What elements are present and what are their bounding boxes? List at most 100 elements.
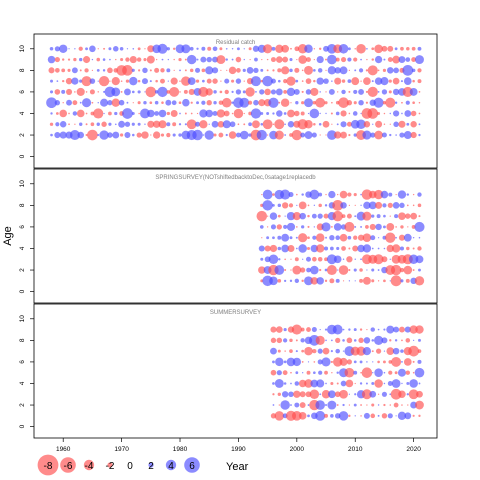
residual-bubble: [395, 415, 397, 417]
residual-bubble: [286, 211, 296, 221]
residual-bubble: [290, 382, 292, 385]
residual-bubble: [353, 235, 358, 240]
residual-bubble: [408, 389, 419, 400]
y-tick-label: 8: [19, 203, 26, 207]
residual-bubble: [59, 121, 67, 128]
residual-bubble: [181, 76, 191, 86]
residual-bubble: [129, 56, 137, 64]
residual-bubble: [353, 133, 357, 137]
residual-bubble: [389, 280, 391, 282]
residual-bubble: [315, 97, 326, 108]
residual-bubble: [341, 89, 346, 95]
residual-bubble: [205, 109, 214, 118]
residual-bubble: [346, 256, 353, 263]
residual-bubble: [108, 47, 112, 51]
residual-bubble: [302, 258, 304, 260]
residual-bubble: [377, 328, 380, 331]
residual-bubble: [85, 112, 88, 115]
residual-bubble: [220, 69, 222, 71]
residual-bubble: [405, 278, 410, 283]
residual-bubble: [354, 382, 356, 385]
residual-bubble: [59, 109, 68, 118]
residual-bubble: [184, 58, 187, 61]
residual-bubble: [360, 193, 362, 196]
residual-bubble: [321, 357, 331, 367]
residual-bubble: [387, 57, 393, 62]
residual-bubble: [385, 97, 396, 108]
residual-bubble: [371, 382, 375, 385]
residual-bubble: [340, 110, 347, 117]
residual-bubble: [300, 338, 305, 343]
residual-bubble: [317, 256, 323, 262]
y-tick-label: 8: [19, 68, 26, 72]
residual-bubble: [100, 98, 109, 107]
residual-bubble: [73, 57, 77, 62]
residual-bubble: [259, 89, 265, 95]
residual-bubble: [289, 338, 293, 343]
residual-bubble: [137, 47, 141, 51]
residual-bubble: [228, 66, 237, 75]
residual-bubble: [341, 214, 346, 219]
x-axis: 1960 1970 1980 1990 2000 2010 2020: [56, 438, 421, 453]
residual-bubble: [348, 328, 351, 331]
residual-bubble: [296, 58, 298, 61]
residual-bubble: [301, 90, 304, 93]
residual-bubble: [311, 327, 317, 333]
legend-label: -8: [44, 461, 53, 472]
residual-bubble: [96, 57, 101, 62]
residual-bubble: [283, 224, 288, 229]
residual-bubble: [339, 357, 348, 366]
residual-bubble: [212, 46, 218, 52]
residual-bubble: [160, 133, 165, 137]
residual-bubble: [212, 78, 218, 84]
residual-bubble: [371, 403, 375, 407]
residual-bubble: [363, 77, 371, 85]
residual-bubble: [172, 47, 176, 50]
residual-bubble: [272, 123, 275, 126]
residual-bubble: [102, 69, 106, 72]
residual-bubble: [400, 225, 404, 229]
residual-bubble: [394, 339, 398, 342]
residual-bubble: [76, 109, 85, 118]
residual-bubble: [89, 89, 95, 95]
residual-bubble: [54, 46, 60, 52]
residual-bubble: [324, 328, 328, 331]
residual-bubble: [276, 110, 283, 117]
residual-bubble: [387, 202, 393, 208]
residual-bubble: [114, 123, 117, 126]
residual-bubble: [301, 349, 305, 353]
residual-bubble: [371, 268, 375, 272]
residual-bubble: [304, 379, 313, 388]
y-tick-label: 2: [19, 268, 26, 272]
legend-title: Year: [226, 461, 249, 473]
residual-bubble: [153, 120, 161, 128]
residual-bubble: [375, 348, 382, 354]
residual-bubble: [195, 79, 200, 83]
residual-bubble: [266, 236, 270, 240]
residual-bubble: [312, 348, 317, 354]
residual-bubble: [109, 80, 111, 82]
residual-bubble: [388, 360, 393, 364]
residual-bubble: [338, 43, 349, 54]
residual-bubble: [275, 88, 283, 96]
residual-bubble: [312, 100, 317, 105]
residual-bubble: [111, 77, 120, 86]
residual-bubble: [405, 370, 411, 375]
residual-bubble: [124, 132, 131, 139]
residual-bubble: [206, 56, 212, 63]
residual-bubble: [411, 57, 417, 62]
residual-bubble: [284, 279, 287, 282]
residual-bubble: [194, 121, 201, 127]
residual-bubble: [354, 204, 356, 206]
residual-bubble: [357, 234, 365, 241]
residual-bubble: [291, 410, 302, 421]
residual-bubble: [413, 339, 415, 341]
residual-bubble: [218, 132, 224, 138]
residual-bubble: [324, 404, 328, 407]
residual-bubble: [237, 123, 240, 126]
residual-bubble: [59, 131, 67, 139]
residual-bubble: [137, 122, 141, 126]
residual-bubble: [243, 58, 245, 61]
residual-bubble: [353, 328, 357, 332]
residual-bubble: [348, 269, 351, 272]
